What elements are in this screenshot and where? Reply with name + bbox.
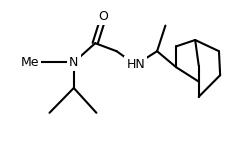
Text: Me: Me (21, 56, 39, 69)
Text: O: O (99, 10, 109, 23)
Text: HN: HN (126, 58, 145, 71)
Text: N: N (69, 56, 79, 69)
